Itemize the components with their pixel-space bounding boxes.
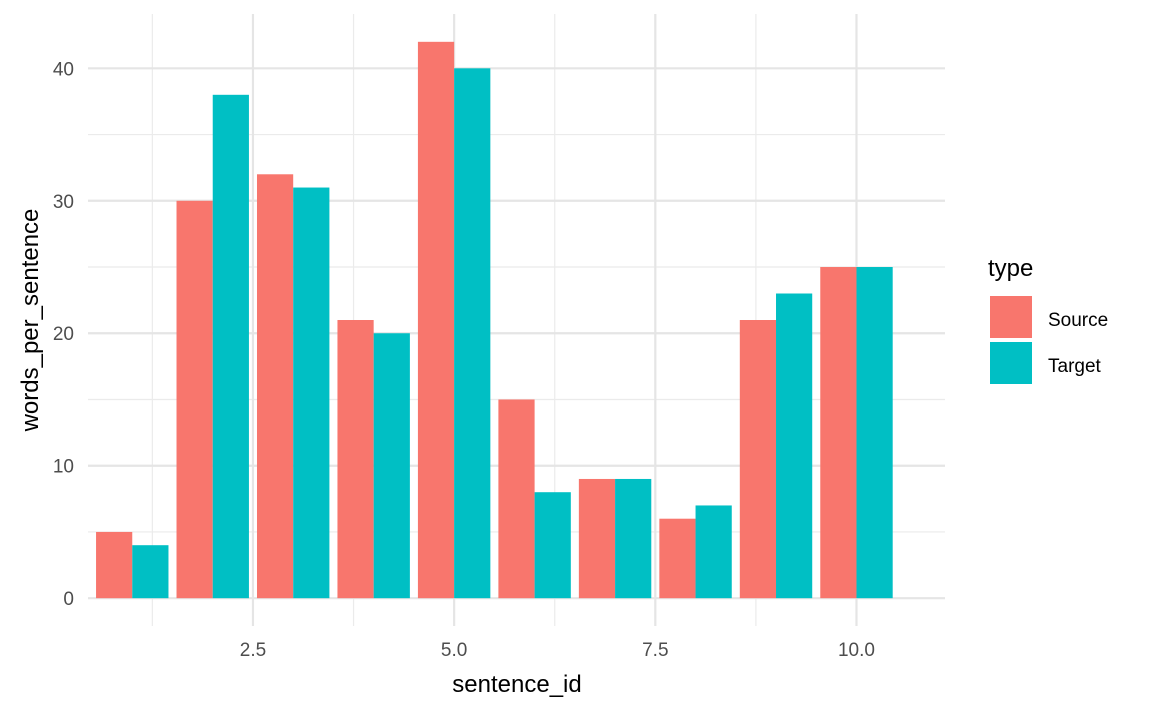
bar-source	[820, 267, 857, 599]
bars	[96, 41, 893, 599]
y-tick-label: 30	[53, 192, 74, 213]
y-tick-label: 20	[53, 324, 74, 345]
bar-source	[498, 399, 535, 599]
x-tick-label: 2.5	[240, 640, 266, 661]
bar-source	[578, 478, 616, 599]
legend-label-source: Source	[1048, 310, 1108, 331]
bar-source	[96, 531, 133, 599]
bar-target	[454, 68, 491, 599]
bar-target	[373, 333, 410, 599]
bar-target	[293, 187, 330, 599]
bar-target	[856, 267, 893, 599]
bar-source	[739, 320, 777, 599]
bar-target	[776, 293, 813, 599]
x-tick-label: 5.0	[441, 640, 467, 661]
bar-target	[695, 505, 732, 599]
legend-key-target	[990, 342, 1032, 384]
bar-source	[417, 41, 455, 599]
legend-title: type	[988, 255, 1033, 282]
bar-source	[176, 200, 213, 599]
y-tick-label: 40	[53, 59, 74, 80]
legend-key-source	[990, 296, 1032, 338]
bar-target	[615, 478, 652, 599]
x-tick-label: 7.5	[642, 640, 668, 661]
y-axis-title: words_per_sentence	[17, 209, 44, 433]
x-axis-ticks: 2.5 5.0 7.5 10.0	[240, 640, 875, 661]
legend-label-target: Target	[1048, 356, 1102, 377]
bar-target	[132, 545, 169, 599]
y-axis-ticks: 0 10 20 30 40	[53, 59, 74, 610]
x-tick-label: 10.0	[838, 640, 875, 661]
x-axis-title: sentence_id	[452, 671, 581, 698]
bar-target	[212, 94, 249, 599]
legend: type Source Target	[988, 255, 1108, 384]
bar-source	[659, 518, 696, 599]
y-tick-label: 0	[63, 589, 74, 610]
bar-target	[534, 492, 571, 599]
y-tick-label: 10	[53, 457, 74, 478]
bar-source	[337, 320, 374, 599]
bar-source	[256, 174, 294, 599]
